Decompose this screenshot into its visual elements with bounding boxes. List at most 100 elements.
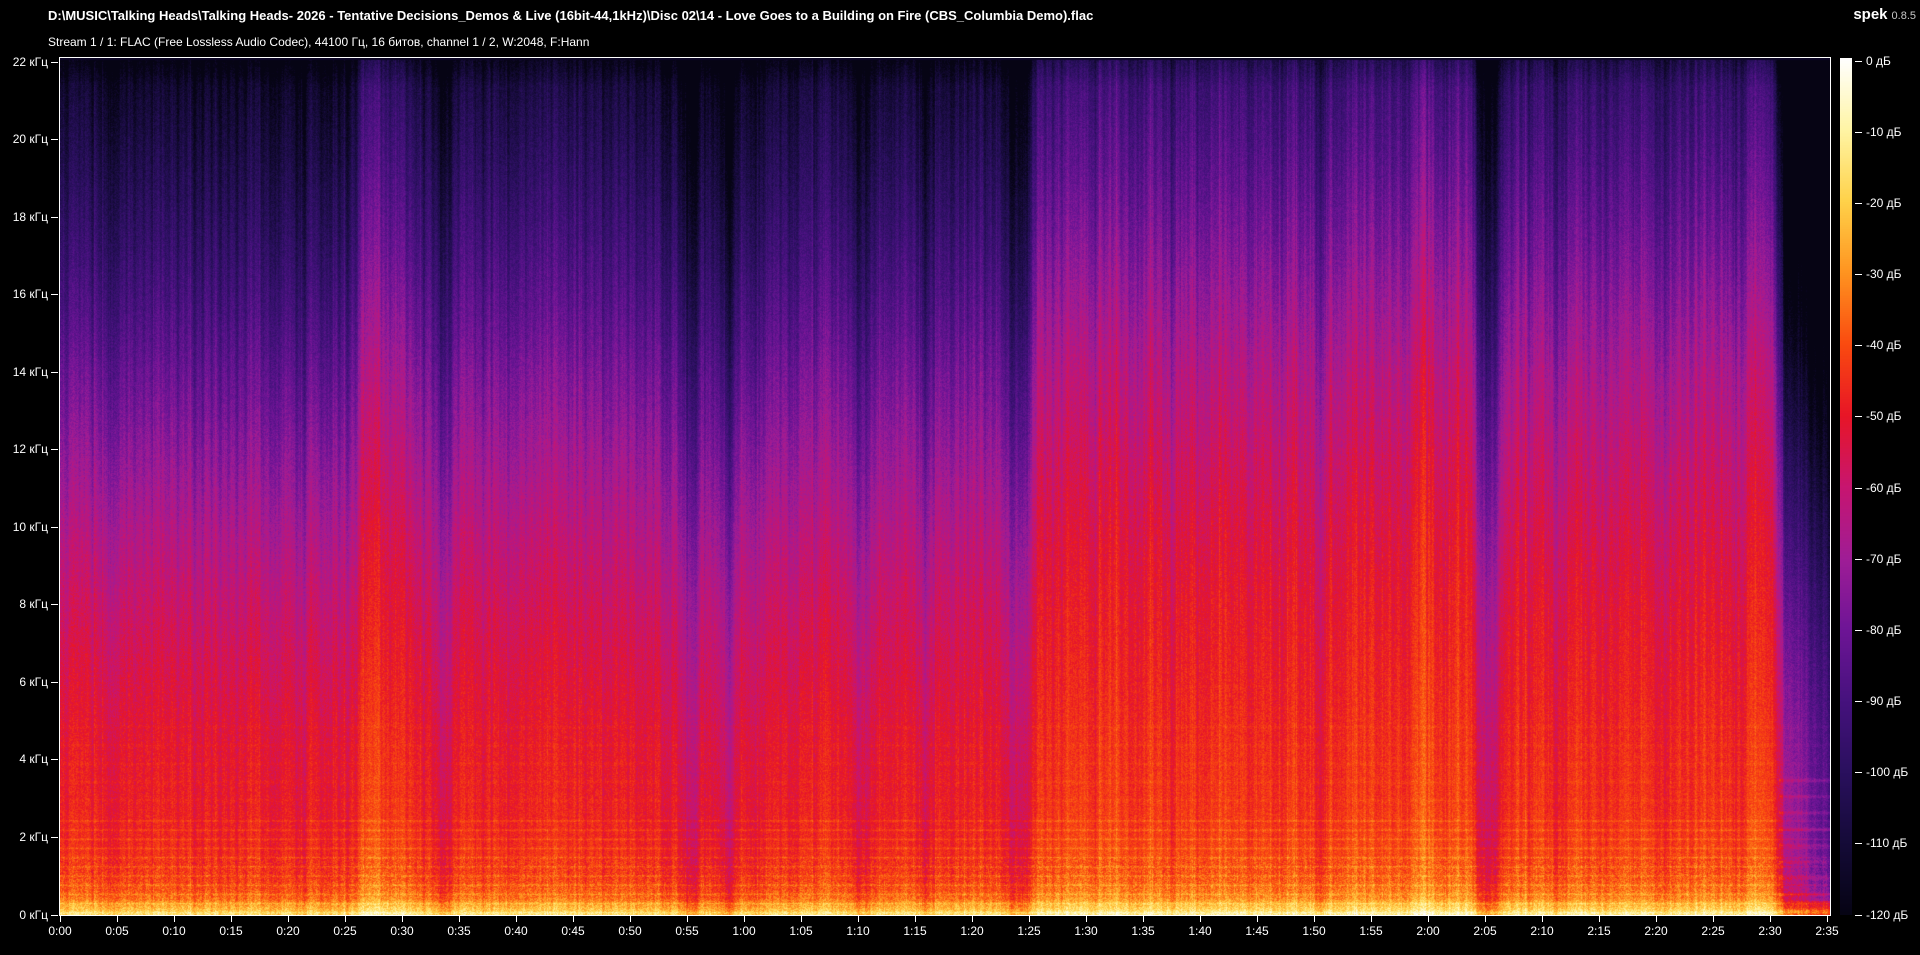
freq-tick-label: 8 кГц [19,597,48,611]
time-tick-label: 1:25 [1017,924,1041,938]
time-tick-label: 2:30 [1758,924,1782,938]
db-tick [1855,843,1862,844]
db-tick [1855,61,1862,62]
freq-tick-label: 4 кГц [19,752,48,766]
freq-tick [51,527,58,528]
time-tick [174,916,175,922]
time-tick [858,916,859,922]
time-tick [1257,916,1258,922]
freq-tick-label: 12 кГц [12,442,48,456]
db-tick-label: -90 дБ [1866,694,1902,708]
time-tick-label: 0:00 [48,924,72,938]
time-tick-label: 2:20 [1644,924,1668,938]
time-tick-label: 1:05 [789,924,813,938]
time-tick [402,916,403,922]
db-tick-label: -20 дБ [1866,196,1902,210]
freq-tick-label: 16 кГц [12,287,48,301]
time-tick [117,916,118,922]
time-tick-label: 2:05 [1473,924,1497,938]
db-tick-label: -10 дБ [1866,125,1902,139]
time-tick [231,916,232,922]
time-tick [744,916,745,922]
db-tick-label: -30 дБ [1866,267,1902,281]
time-tick-label: 1:00 [732,924,756,938]
freq-tick-label: 20 кГц [12,132,48,146]
time-tick-label: 0:40 [504,924,528,938]
time-tick [1143,916,1144,922]
time-tick-label: 0:25 [333,924,357,938]
app-version: 0.8.5 [1891,10,1916,22]
db-tick [1855,416,1862,417]
time-tick-label: 2:00 [1416,924,1440,938]
db-tick [1855,132,1862,133]
freq-tick [51,604,58,605]
time-tick-label: 1:10 [846,924,870,938]
time-tick [1770,916,1771,922]
time-tick [972,916,973,922]
time-tick [630,916,631,922]
time-tick-label: 1:55 [1359,924,1383,938]
time-tick [1086,916,1087,922]
time-tick [1656,916,1657,922]
time-tick [1827,916,1828,922]
db-tick [1855,274,1862,275]
db-tick-label: -100 дБ [1866,765,1909,779]
time-tick [1200,916,1201,922]
app-brand: spek 0.8.5 [1853,6,1916,24]
stream-info: Stream 1 / 1: FLAC (Free Lossless Audio … [48,35,590,49]
freq-tick-label: 2 кГц [19,830,48,844]
db-tick [1855,488,1862,489]
time-tick-label: 0:45 [561,924,585,938]
freq-tick [51,217,58,218]
freq-tick [51,682,58,683]
time-tick-label: 2:35 [1815,924,1839,938]
time-tick [687,916,688,922]
db-tick-label: -110 дБ [1866,836,1908,850]
db-tick [1855,772,1862,773]
time-tick [459,916,460,922]
time-tick-label: 2:10 [1530,924,1554,938]
time-tick-label: 1:30 [1074,924,1098,938]
time-tick [288,916,289,922]
db-tick-label: -60 дБ [1866,481,1902,495]
time-tick [801,916,802,922]
time-tick-label: 0:20 [276,924,300,938]
time-tick-label: 1:20 [960,924,984,938]
time-tick-label: 2:15 [1587,924,1611,938]
time-tick [915,916,916,922]
freq-tick-label: 6 кГц [19,675,48,689]
plot-frame [59,57,1831,916]
time-tick [1485,916,1486,922]
db-tick [1855,701,1862,702]
db-tick-label: -80 дБ [1866,623,1902,637]
freq-tick [51,449,58,450]
time-tick-label: 0:30 [390,924,414,938]
time-tick-label: 0:15 [219,924,243,938]
time-tick [516,916,517,922]
db-tick [1855,203,1862,204]
freq-tick-label: 22 кГц [12,55,48,69]
time-tick-label: 0:10 [162,924,186,938]
freq-tick-label: 14 кГц [12,365,48,379]
time-tick-label: 2:25 [1701,924,1725,938]
file-path-title: D:\MUSIC\Talking Heads\Talking Heads- 20… [48,8,1094,23]
db-tick-label: -40 дБ [1866,338,1902,352]
freq-tick [51,837,58,838]
freq-tick [51,759,58,760]
time-tick [345,916,346,922]
time-tick [1314,916,1315,922]
time-tick [1599,916,1600,922]
spectrogram-plot [60,58,1830,915]
time-tick-label: 1:50 [1302,924,1326,938]
time-tick [1371,916,1372,922]
time-tick-label: 1:45 [1245,924,1269,938]
freq-tick [51,372,58,373]
freq-tick [51,294,58,295]
time-tick-label: 0:35 [447,924,471,938]
time-tick [1428,916,1429,922]
time-tick [1713,916,1714,922]
db-tick-label: -70 дБ [1866,552,1902,566]
freq-tick [51,139,58,140]
freq-tick-label: 18 кГц [12,210,48,224]
app-name: spek [1853,6,1888,23]
